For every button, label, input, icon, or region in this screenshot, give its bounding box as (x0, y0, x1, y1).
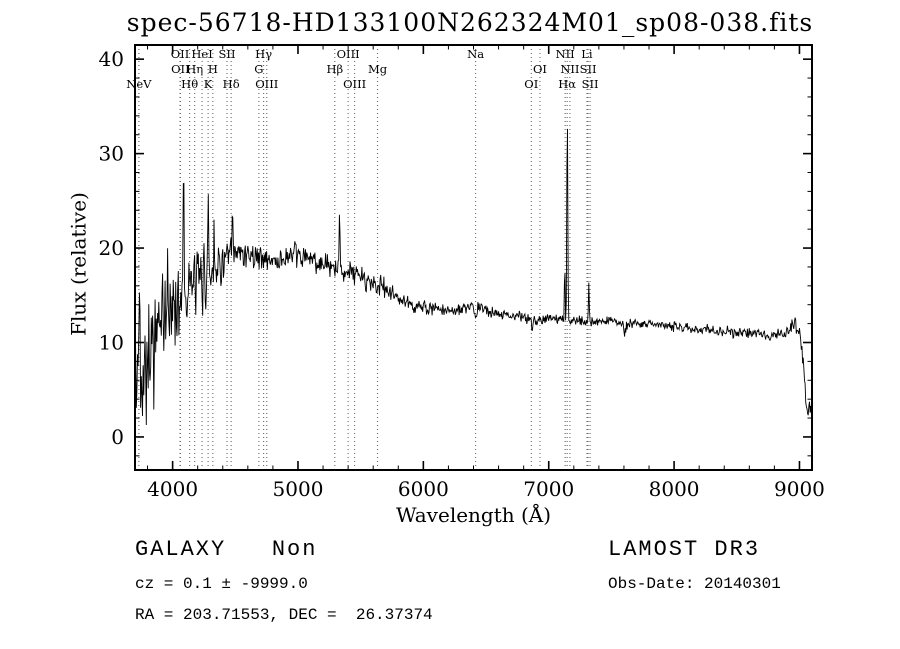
spectral-line-label: K (204, 77, 213, 91)
spectral-line-label: SII (582, 77, 599, 91)
spectral-line-label: OIII (255, 77, 278, 91)
spectral-line-label: Hθ (181, 77, 198, 91)
classification-label: GALAXY Non (135, 537, 318, 562)
y-tick-label: 20 (99, 236, 124, 260)
spectral-line-label: SII (219, 47, 236, 61)
y-tick-label: 10 (99, 331, 124, 355)
x-tick-label: 9000 (774, 477, 825, 501)
spectral-line-label: SII (580, 62, 597, 76)
x-tick-label: 8000 (649, 477, 700, 501)
x-tick-label: 6000 (398, 477, 449, 501)
figure-title: spec-56718-HD133100N262324M01_sp08-038.f… (126, 8, 814, 37)
spectral-line-label: NII (556, 47, 575, 61)
spectral-line-label: Mg (368, 62, 388, 76)
y-axis-title: Flux (relative) (66, 192, 91, 336)
x-axis-title: Wavelength (Å) (395, 503, 552, 527)
ra-dec: RA = 203.71553, DEC = 26.37374 (135, 606, 433, 624)
cz-value: cz = 0.1 ± -9999.0 (135, 575, 308, 593)
spectral-line-label: H (208, 62, 218, 76)
y-tick-label: 0 (111, 425, 124, 449)
obs-date: Obs-Date: 20140301 (608, 575, 781, 593)
spectral-line-label: OIII (337, 47, 360, 61)
x-tick-label: 5000 (273, 477, 324, 501)
spectral-line-label: OII (171, 62, 190, 76)
spectral-line-label: G (254, 62, 263, 76)
spectral-line-label: HeI (191, 47, 212, 61)
spectral-line-label: Hγ (255, 47, 272, 61)
spectral-line-label: Hβ (326, 62, 343, 76)
spectrum-trace (134, 128, 813, 426)
spectral-line-label: Hη (186, 62, 203, 76)
spectral-line-label: Li (581, 47, 593, 61)
spectral-line-label: OI (533, 62, 547, 76)
spectral-line-label: Hα (558, 77, 576, 91)
x-tick-label: 4000 (147, 477, 198, 501)
y-tick-label: 30 (99, 142, 124, 166)
survey-label: LAMOST DR3 (608, 537, 761, 562)
spectral-line-label: Na (467, 47, 484, 61)
plot-frame (134, 44, 813, 471)
spectral-line-label: NII (560, 62, 579, 76)
x-tick-label: 7000 (523, 477, 574, 501)
spectral-line-label: NeV (126, 77, 152, 91)
spectral-line-label: OI (524, 77, 538, 91)
y-tick-label: 40 (99, 47, 124, 71)
spectral-line-label: Hδ (223, 77, 240, 91)
spectral-line-label: OIII (343, 77, 366, 91)
